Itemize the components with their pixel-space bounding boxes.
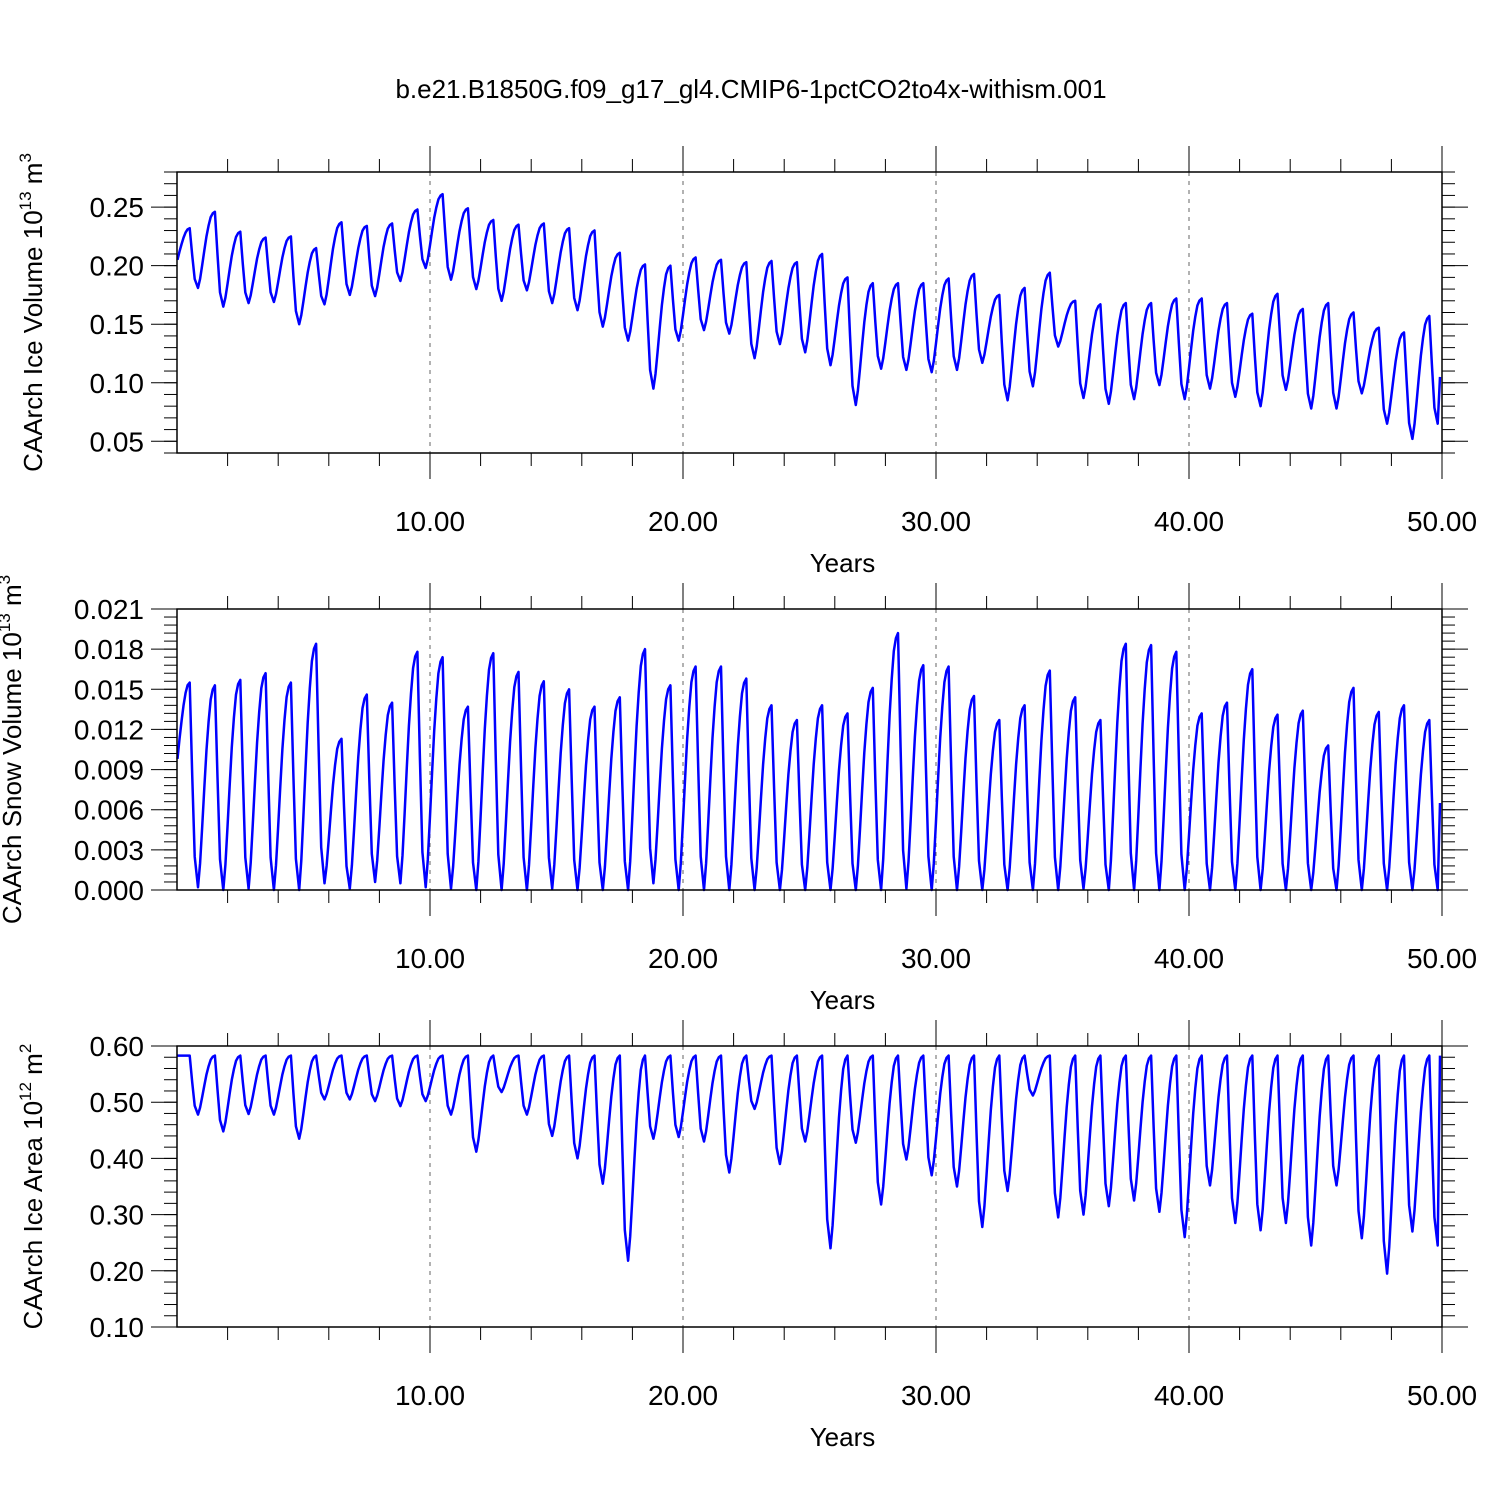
y-tick-label: 0.10 bbox=[90, 368, 145, 399]
y-axis-label: CAArch Ice Area 1012 m2 bbox=[16, 1044, 48, 1330]
x-tick-label: 30.00 bbox=[901, 506, 971, 537]
x-axis-label: Years bbox=[810, 985, 876, 1015]
data-series-line bbox=[177, 1054, 1442, 1275]
x-tick-label: 50.00 bbox=[1407, 943, 1477, 974]
x-tick-label: 20.00 bbox=[648, 1380, 718, 1411]
y-axis-label: CAArch Ice Volume 1013 m3 bbox=[16, 153, 48, 472]
data-series-line bbox=[176, 631, 1442, 892]
snow-volume-panel: 10.00 20.00 30.00 40.00 50.00 0.000 0.003 0.006… bbox=[0, 575, 1477, 1015]
y-tick-label: 0.10 bbox=[90, 1312, 145, 1343]
data-series-line bbox=[176, 192, 1442, 441]
x-tick-label: 30.00 bbox=[901, 943, 971, 974]
y-tick-label: 0.50 bbox=[90, 1087, 145, 1118]
plot-frame bbox=[176, 608, 1443, 891]
y-tick-label: 0.25 bbox=[90, 192, 145, 223]
y-tick-label: 0.30 bbox=[90, 1200, 145, 1231]
y-tick-label: 0.40 bbox=[90, 1143, 145, 1174]
y-tick-label: 0.15 bbox=[90, 309, 145, 340]
y-tick-label: 0.021 bbox=[74, 594, 144, 625]
x-axis-label: Years bbox=[810, 548, 876, 578]
x-tick-label: 20.00 bbox=[648, 943, 718, 974]
x-tick-label: 10.00 bbox=[395, 1380, 465, 1411]
x-tick-label: 50.00 bbox=[1407, 506, 1477, 537]
ice-volume-panel: 10.00 20.00 30.00 40.00 50.00 0.05 0.10 0.15 0.2… bbox=[16, 146, 1477, 578]
plot-frame bbox=[176, 1045, 1443, 1328]
y-tick-label: 0.003 bbox=[74, 835, 144, 866]
y-tick-label: 0.60 bbox=[90, 1031, 145, 1062]
y-tick-label: 0.012 bbox=[74, 714, 144, 745]
y-tick-label: 0.006 bbox=[74, 795, 144, 826]
x-tick-label: 10.00 bbox=[395, 943, 465, 974]
ice-area-panel: 10.00 20.00 30.00 40.00 50.00 0.10 0.20 0.30 0.4… bbox=[16, 1020, 1477, 1452]
x-tick-label: 10.00 bbox=[395, 506, 465, 537]
y-tick-label: 0.20 bbox=[90, 1256, 145, 1287]
x-tick-label: 50.00 bbox=[1407, 1380, 1477, 1411]
y-axis-label: CAArch Snow Volume 1013 m3 bbox=[0, 575, 27, 924]
y-tick-label: 0.20 bbox=[90, 251, 145, 282]
y-tick-label: 0.000 bbox=[74, 875, 144, 906]
y-tick-label: 0.009 bbox=[74, 755, 144, 786]
x-tick-label: 40.00 bbox=[1154, 1380, 1224, 1411]
x-tick-label: 40.00 bbox=[1154, 506, 1224, 537]
x-tick-label: 40.00 bbox=[1154, 943, 1224, 974]
y-tick-label: 0.015 bbox=[74, 674, 144, 705]
x-axis-label: Years bbox=[810, 1422, 876, 1452]
y-tick-label: 0.05 bbox=[90, 426, 145, 457]
x-tick-label: 30.00 bbox=[901, 1380, 971, 1411]
y-tick-label: 0.018 bbox=[74, 634, 144, 665]
x-tick-label: 20.00 bbox=[648, 506, 718, 537]
chart-title: b.e21.B1850G.f09_g17_gl4.CMIP6-1pctCO2to… bbox=[395, 74, 1106, 104]
